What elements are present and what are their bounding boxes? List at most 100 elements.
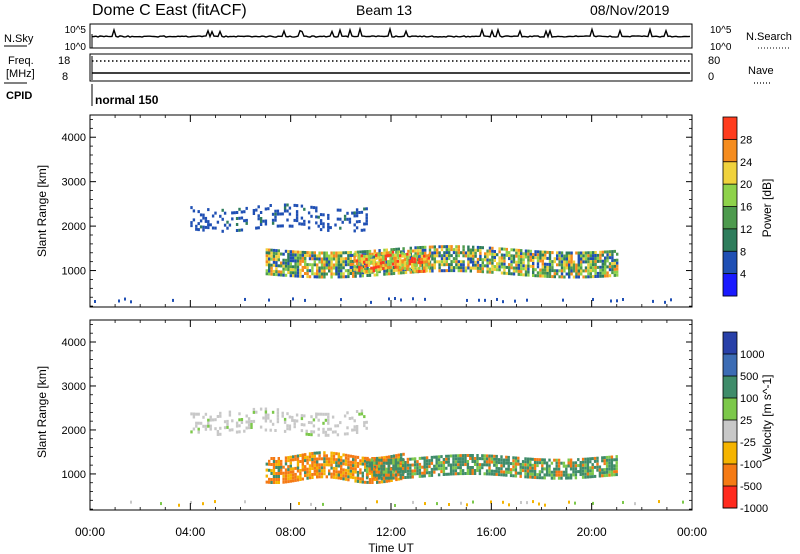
echo-cell <box>587 275 590 279</box>
echo-cell <box>431 263 434 267</box>
echo-cell <box>376 456 379 460</box>
echo-cell <box>599 256 602 260</box>
echo-cell <box>411 266 414 269</box>
echo-cell <box>392 454 396 458</box>
near-range-echo <box>178 503 180 507</box>
echo-cell <box>457 463 460 467</box>
echo-cell <box>265 269 268 273</box>
echo-cell <box>325 260 328 264</box>
echo-cell <box>355 211 359 215</box>
echo-cell <box>529 258 532 262</box>
echo-cell <box>452 460 455 464</box>
echo-cell <box>486 261 489 265</box>
echo-cell <box>390 479 393 482</box>
echo-cell <box>411 457 414 461</box>
echo-cell <box>395 247 398 251</box>
echo-cell <box>431 245 434 249</box>
echo-cell <box>340 467 343 471</box>
near-range-echo <box>412 500 414 504</box>
echo-cell <box>423 266 426 270</box>
echo-cell <box>529 463 532 467</box>
echo-cell <box>352 458 355 462</box>
echo-cell <box>568 254 571 258</box>
echo-cell <box>355 214 359 218</box>
echo-cell <box>368 469 372 472</box>
echo-cell <box>395 268 398 272</box>
echo-cell <box>587 260 590 264</box>
echo-cell <box>331 430 335 434</box>
echo-cell <box>603 471 606 475</box>
echo-cell <box>394 464 398 468</box>
echo-cell <box>211 418 215 422</box>
echo-cell <box>282 267 285 271</box>
echo-cell <box>277 463 280 466</box>
echo-cell <box>202 415 205 419</box>
echo-cell <box>546 256 549 260</box>
echo-cell <box>433 263 436 267</box>
echo-cell <box>367 257 371 261</box>
echo-cell <box>415 269 419 273</box>
echo-cell <box>311 476 314 479</box>
echo-cell <box>427 262 431 266</box>
echo-cell <box>615 461 618 465</box>
near-range-echo <box>304 298 306 302</box>
echo-cell <box>339 217 342 221</box>
echo-cell <box>347 475 350 479</box>
echo-cell <box>529 472 532 476</box>
echo-cell <box>310 205 313 209</box>
echo-cell <box>401 260 404 264</box>
echo-cell <box>318 451 321 455</box>
echo-cell <box>337 458 340 462</box>
near-range-echo <box>322 502 324 506</box>
echo-cell <box>457 245 460 249</box>
echo-cell <box>282 270 285 274</box>
echo-cell <box>269 428 272 432</box>
echo-cell <box>449 472 453 476</box>
echo-cell <box>400 465 403 469</box>
echo-cell <box>250 420 253 423</box>
echo-cell <box>452 472 455 476</box>
echo-cell <box>330 451 333 455</box>
echo-cell <box>570 260 573 264</box>
echo-cell <box>289 464 292 468</box>
echo-cell <box>336 424 340 428</box>
echo-cell <box>440 248 444 252</box>
echo-cell <box>551 275 554 279</box>
echo-cell <box>491 270 494 274</box>
echo-cell <box>358 256 361 260</box>
echo-cell <box>515 260 518 264</box>
echo-cell <box>272 472 276 475</box>
echo-cell <box>423 459 426 463</box>
echo-cell <box>472 257 475 261</box>
echo-cell <box>616 273 619 277</box>
echo-cell <box>548 275 552 278</box>
echo-cell <box>430 458 434 462</box>
echo-cell <box>488 466 491 470</box>
echo-cell <box>592 254 595 258</box>
echo-cell <box>233 211 236 215</box>
echo-cell <box>490 469 494 473</box>
echo-cell <box>437 473 441 477</box>
echo-cell <box>551 269 554 273</box>
echo-cell <box>268 260 271 264</box>
echo-cell <box>529 475 532 479</box>
echo-cell <box>383 248 386 252</box>
echo-cell <box>411 475 414 479</box>
echo-cell <box>580 260 583 264</box>
echo-cell <box>377 262 380 266</box>
echo-cell <box>512 272 516 276</box>
echo-cell <box>377 473 381 477</box>
echo-cell <box>420 254 423 258</box>
echo-cell <box>320 475 324 479</box>
echo-cell <box>272 481 276 484</box>
echo-cell <box>536 265 540 269</box>
echo-cell <box>567 476 570 480</box>
echo-cell <box>359 259 362 263</box>
echo-cell <box>467 251 470 255</box>
echo-cell <box>272 272 276 276</box>
echo-cell <box>340 254 343 258</box>
echo-cell <box>526 475 530 479</box>
echo-cell <box>360 266 363 270</box>
near-range-echo <box>388 297 390 301</box>
